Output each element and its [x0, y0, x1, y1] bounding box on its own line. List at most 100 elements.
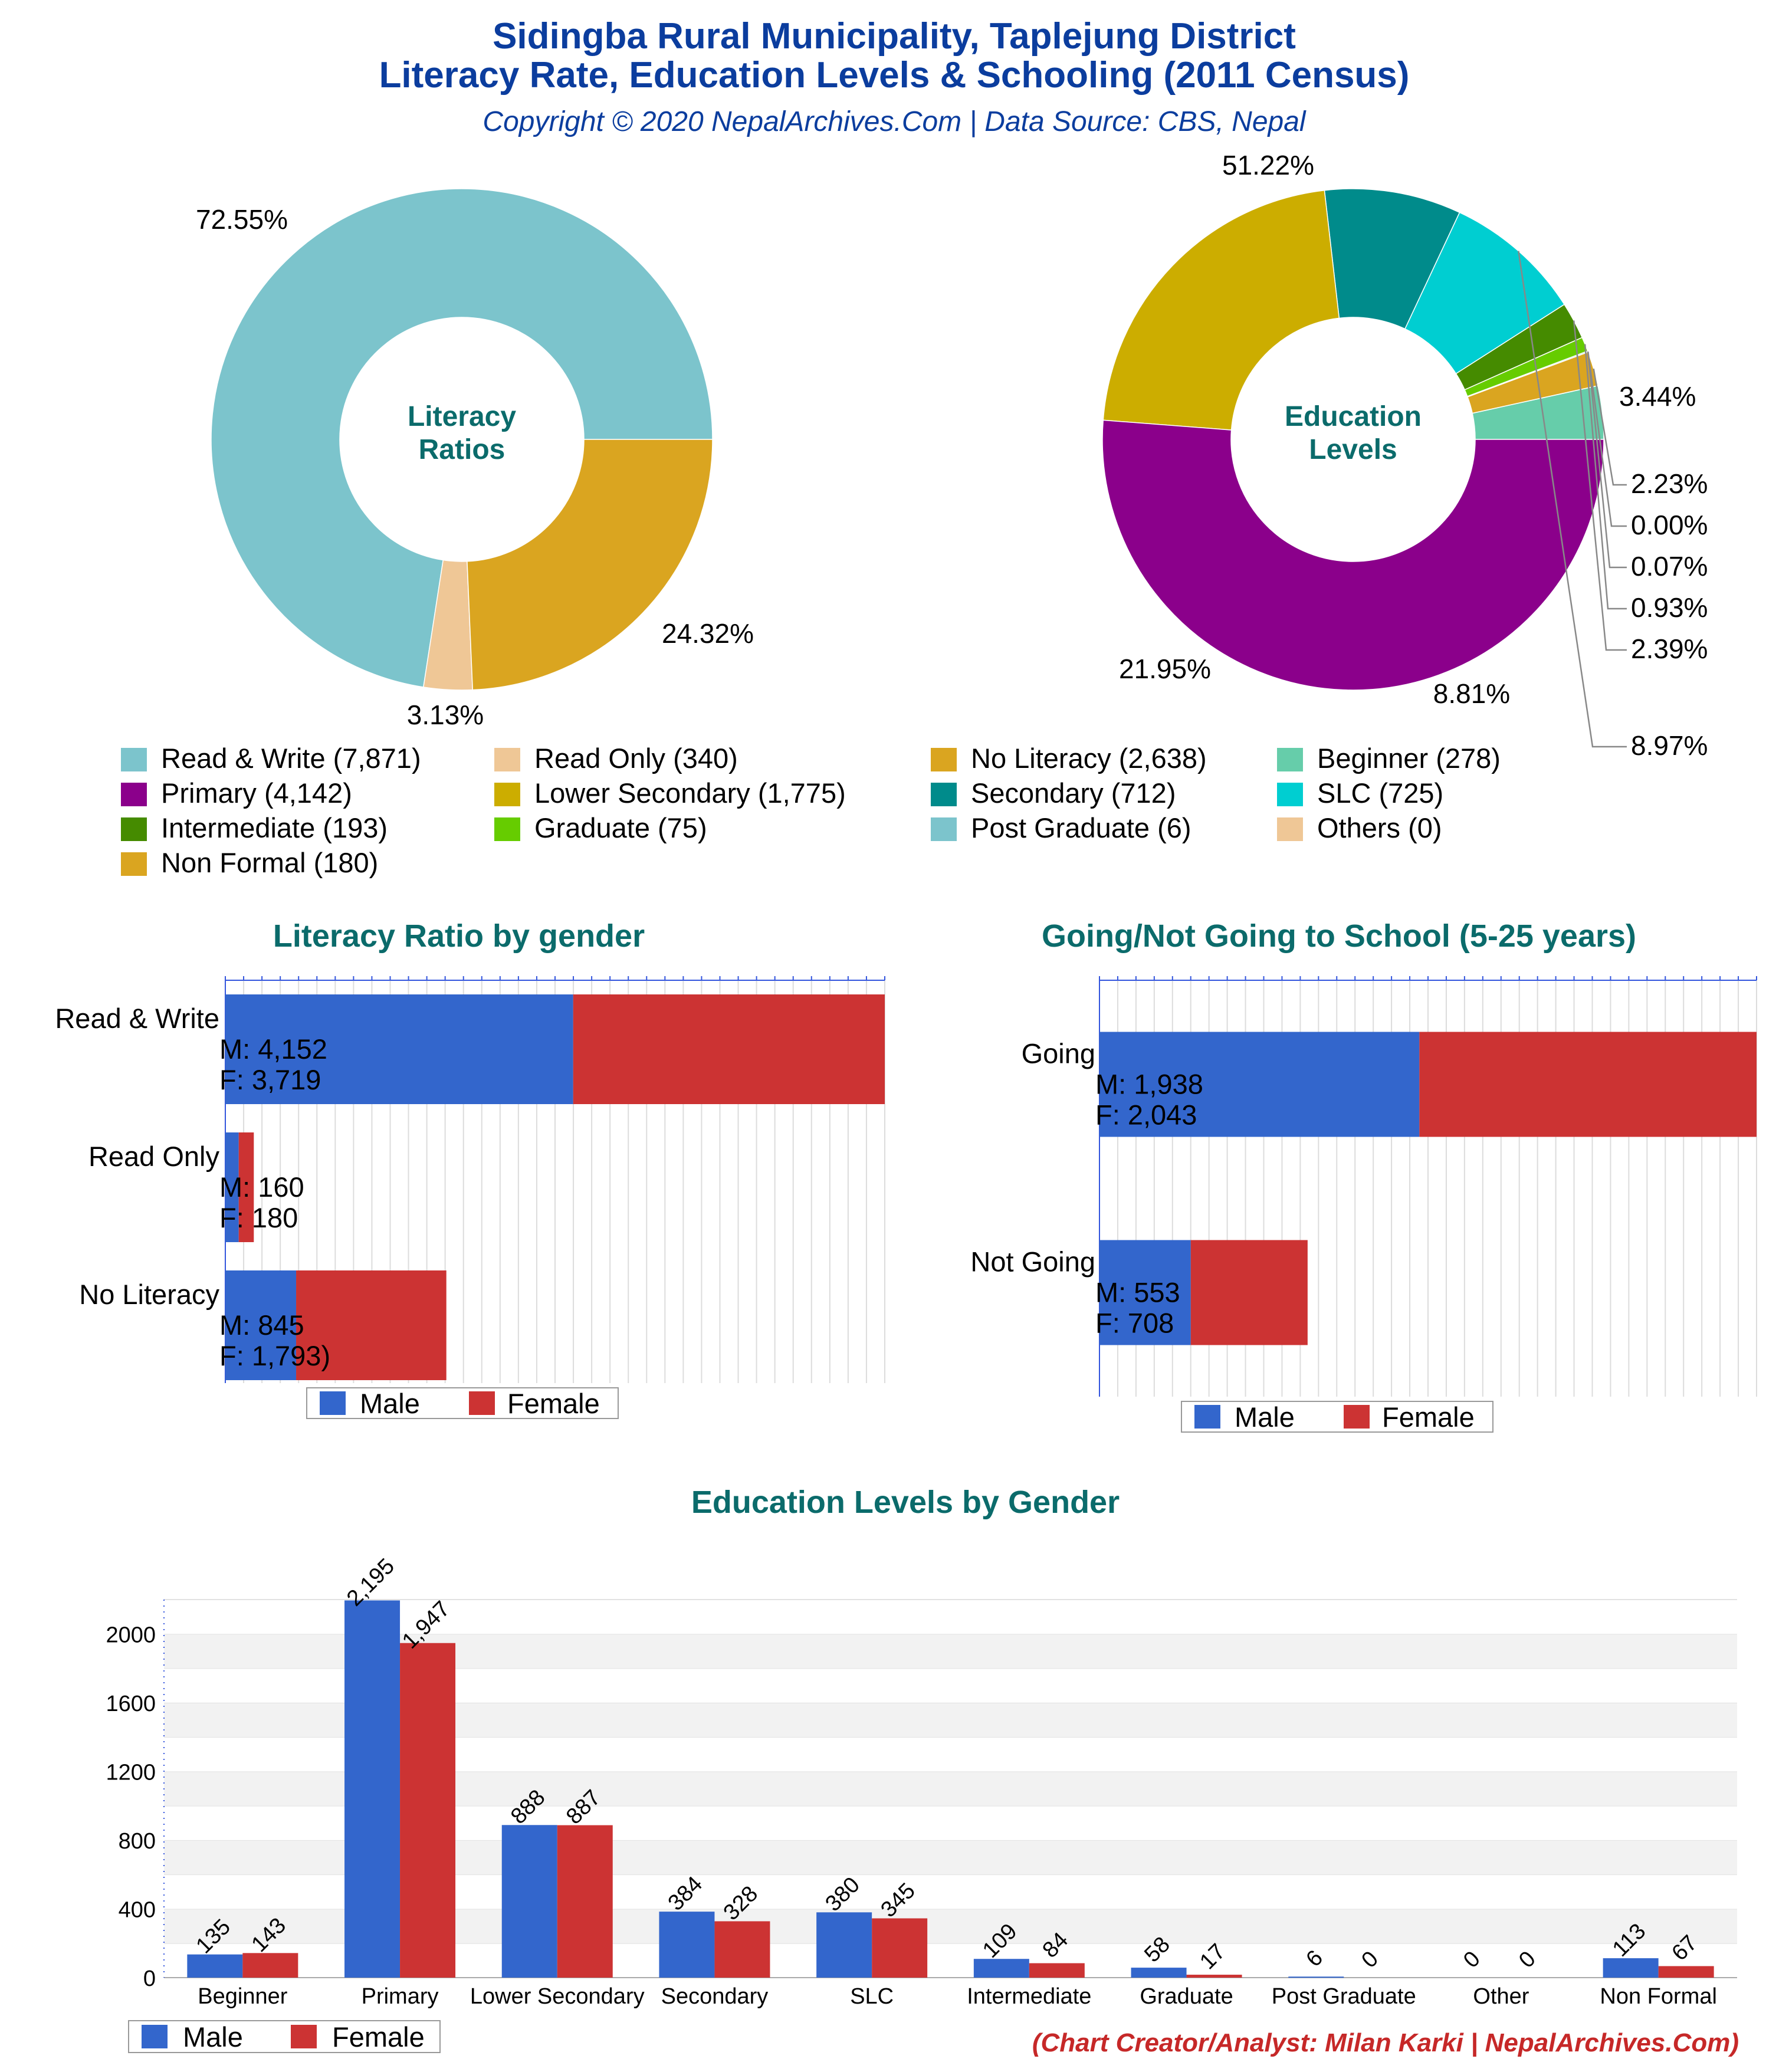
- bar-male-beginner: [187, 1954, 243, 1978]
- legend-label: No Literacy (2,638): [971, 743, 1207, 774]
- bar-male-post-graduate: [1288, 1976, 1344, 1978]
- bar-female-not-going: [1190, 1240, 1308, 1345]
- y-tick-label: 1600: [106, 1692, 156, 1716]
- donut2-center-label-line1: Education: [1285, 401, 1422, 432]
- bar-male-lower-secondary: [501, 1825, 557, 1978]
- x-tick-label: Graduate: [1140, 1984, 1233, 2009]
- legend-label: Post Graduate (6): [971, 812, 1191, 843]
- leader-line-others: [1587, 352, 1627, 527]
- category-label: M: 1,938: [1095, 1069, 1203, 1100]
- category-label: F: 1,793): [219, 1340, 330, 1371]
- category-label: M: 553: [1095, 1277, 1180, 1308]
- bar-male-not-going: [1099, 1240, 1191, 1345]
- education-gender-title: Education Levels by Gender: [691, 1485, 1120, 1520]
- bar-male-graduate: [1131, 1968, 1187, 1978]
- x-tick-label: Secondary: [661, 1984, 769, 2009]
- donut2-pct-beginner: 3.44%: [1619, 381, 1696, 412]
- legend-label: Others (0): [1317, 812, 1442, 843]
- donut2-pct-secondary: 8.81%: [1433, 678, 1510, 709]
- leader-line-intermediate: [1573, 320, 1627, 651]
- legend-label-female: Female: [332, 2021, 425, 2053]
- legend-label-male: Male: [1235, 1401, 1295, 1433]
- legend-swatch: [121, 783, 147, 806]
- legend-swatch: [1277, 817, 1303, 841]
- y-tick-label: 400: [119, 1897, 156, 1922]
- title-line-2: Literacy Rate, Education Levels & School…: [379, 55, 1410, 96]
- category-label: Read Only: [88, 1141, 220, 1172]
- y-tick-label: 1200: [106, 1760, 156, 1785]
- category-label: Read & Write: [55, 1003, 219, 1034]
- legend-box: [1181, 1401, 1493, 1433]
- category-label: No Literacy: [79, 1279, 219, 1310]
- donut1-pct-read-write: 72.55%: [196, 204, 288, 235]
- category-label: M: 160: [219, 1171, 304, 1203]
- legend-label: Secondary (712): [971, 777, 1176, 809]
- bar-female-intermediate: [1029, 1963, 1085, 1978]
- x-tick-label: SLC: [850, 1984, 894, 2009]
- bar-female-no-literacy: [296, 1270, 447, 1380]
- donut1-pct-no-literacy: 24.32%: [662, 618, 754, 649]
- legend-swatch-male: [1194, 1405, 1220, 1429]
- school-going-title: Going/Not Going to School (5-25 years): [1042, 918, 1636, 954]
- y-tick-label: 800: [119, 1829, 156, 1854]
- legend-swatch: [1277, 783, 1303, 806]
- leader-line-slc: [1518, 251, 1627, 748]
- legend-swatch-male: [142, 2025, 168, 2048]
- donut1-center-label-line2: Ratios: [419, 434, 505, 465]
- legend-label: Primary (4,142): [161, 777, 352, 809]
- legend-swatch: [931, 817, 957, 841]
- y-tick-label: 0: [143, 1966, 156, 1991]
- legend-label-female: Female: [1382, 1401, 1475, 1433]
- y-tick-label: 2000: [106, 1623, 156, 1647]
- legend-label-female: Female: [507, 1388, 600, 1419]
- category-label: M: 4,152: [219, 1033, 327, 1065]
- literacy-gender-title: Literacy Ratio by gender: [273, 918, 645, 954]
- bar-female-primary: [400, 1643, 456, 1978]
- legend-label: SLC (725): [1317, 777, 1443, 809]
- legend-swatch-male: [320, 1391, 346, 1415]
- bar-female-going: [1419, 1032, 1757, 1137]
- main-legend: Read & Write (7,871) Read Only (340) No Li…: [121, 743, 1501, 878]
- category-label: F: 3,719: [219, 1064, 321, 1095]
- donut2-center-label-line2: Levels: [1309, 434, 1397, 465]
- legend-box: [128, 2020, 441, 2053]
- legend-label: Read Only (340): [534, 743, 738, 774]
- legend-swatch: [121, 852, 147, 876]
- bar-male-slc: [816, 1912, 872, 1978]
- x-tick-label: Beginner: [198, 1984, 287, 2009]
- bar-female-slc: [872, 1918, 928, 1978]
- category-label: Not Going: [970, 1246, 1095, 1278]
- bar-male-primary: [344, 1600, 401, 1978]
- category-label: Going: [1022, 1038, 1095, 1069]
- category-label: M: 845: [219, 1309, 304, 1341]
- donut2-pct-intermediate: 2.39%: [1631, 633, 1708, 664]
- bar-male-non-formal: [1603, 1958, 1659, 1978]
- category-label: F: 180: [219, 1202, 298, 1233]
- legend-label: Beginner (278): [1317, 743, 1501, 774]
- category-label: F: 708: [1095, 1308, 1174, 1339]
- donut1-slice-no-literacy: [467, 439, 713, 691]
- legend-swatch: [494, 817, 520, 841]
- bar-male-no-literacy: [225, 1270, 297, 1380]
- legend-label: Non Formal (180): [161, 847, 378, 878]
- leader-line-non-formal: [1593, 368, 1627, 486]
- category-label: F: 2,043: [1095, 1099, 1197, 1131]
- legend-swatch: [931, 748, 957, 771]
- bar-male-read-only: [225, 1132, 239, 1242]
- bar-male-intermediate: [973, 1959, 1029, 1978]
- x-tick-label: Intermediate: [967, 1984, 1091, 2009]
- legend-swatch: [1277, 748, 1303, 771]
- legend-label-male: Male: [360, 1388, 420, 1419]
- donut2-pct-others: 0.00%: [1631, 510, 1708, 540]
- x-tick-label: Non Formal: [1600, 1984, 1717, 2009]
- title-line-1: Sidingba Rural Municipality, Taplejung D…: [493, 16, 1296, 57]
- legend-label: Intermediate (193): [161, 812, 388, 843]
- legend-swatch-female: [1344, 1405, 1370, 1429]
- subtitle: Copyright © 2020 NepalArchives.Com | Dat…: [482, 106, 1306, 137]
- legend-label: Graduate (75): [534, 812, 707, 843]
- legend-label-male: Male: [183, 2021, 243, 2053]
- education-levels-leader-lines: [1518, 251, 1627, 748]
- legend-label: Lower Secondary (1,775): [534, 777, 846, 809]
